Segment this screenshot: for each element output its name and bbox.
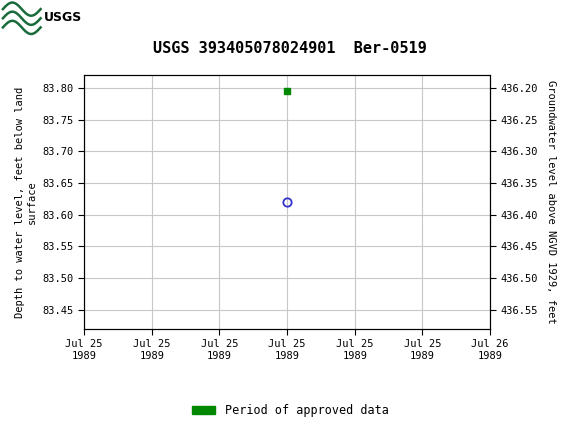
- Text: USGS 393405078024901  Ber-0519: USGS 393405078024901 Ber-0519: [153, 41, 427, 56]
- Y-axis label: Groundwater level above NGVD 1929, feet: Groundwater level above NGVD 1929, feet: [546, 80, 556, 324]
- Y-axis label: Depth to water level, feet below land
surface: Depth to water level, feet below land su…: [15, 86, 37, 318]
- FancyBboxPatch shape: [3, 2, 78, 35]
- Legend: Period of approved data: Period of approved data: [187, 399, 393, 422]
- Text: USGS: USGS: [44, 11, 82, 24]
